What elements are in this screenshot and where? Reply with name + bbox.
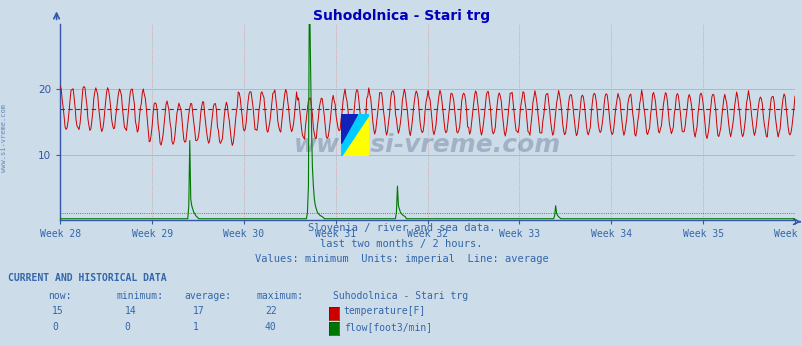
Text: now:: now: bbox=[48, 291, 71, 301]
Polygon shape bbox=[341, 114, 369, 156]
Text: Values: minimum  Units: imperial  Line: average: Values: minimum Units: imperial Line: av… bbox=[254, 254, 548, 264]
Polygon shape bbox=[341, 114, 369, 156]
Text: average:: average: bbox=[184, 291, 232, 301]
Text: 14: 14 bbox=[124, 306, 136, 316]
Text: last two months / 2 hours.: last two months / 2 hours. bbox=[320, 239, 482, 249]
Text: 1: 1 bbox=[192, 322, 198, 332]
Text: Slovenia / river and sea data.: Slovenia / river and sea data. bbox=[307, 223, 495, 233]
Polygon shape bbox=[341, 114, 356, 143]
Text: flow[foot3/min]: flow[foot3/min] bbox=[343, 322, 431, 332]
Text: Suhodolnica - Stari trg: Suhodolnica - Stari trg bbox=[333, 291, 468, 301]
Text: 0: 0 bbox=[124, 322, 130, 332]
Text: temperature[F]: temperature[F] bbox=[343, 306, 425, 316]
Text: www.si-vreme.com: www.si-vreme.com bbox=[294, 134, 561, 157]
Text: 17: 17 bbox=[192, 306, 205, 316]
Text: CURRENT AND HISTORICAL DATA: CURRENT AND HISTORICAL DATA bbox=[8, 273, 167, 283]
Text: 0: 0 bbox=[52, 322, 58, 332]
Text: maximum:: maximum: bbox=[257, 291, 304, 301]
Text: Suhodolnica - Stari trg: Suhodolnica - Stari trg bbox=[313, 9, 489, 22]
Text: www.si-vreme.com: www.si-vreme.com bbox=[1, 104, 7, 172]
Text: 40: 40 bbox=[265, 322, 277, 332]
Text: 15: 15 bbox=[52, 306, 64, 316]
Text: 22: 22 bbox=[265, 306, 277, 316]
Text: minimum:: minimum: bbox=[116, 291, 164, 301]
